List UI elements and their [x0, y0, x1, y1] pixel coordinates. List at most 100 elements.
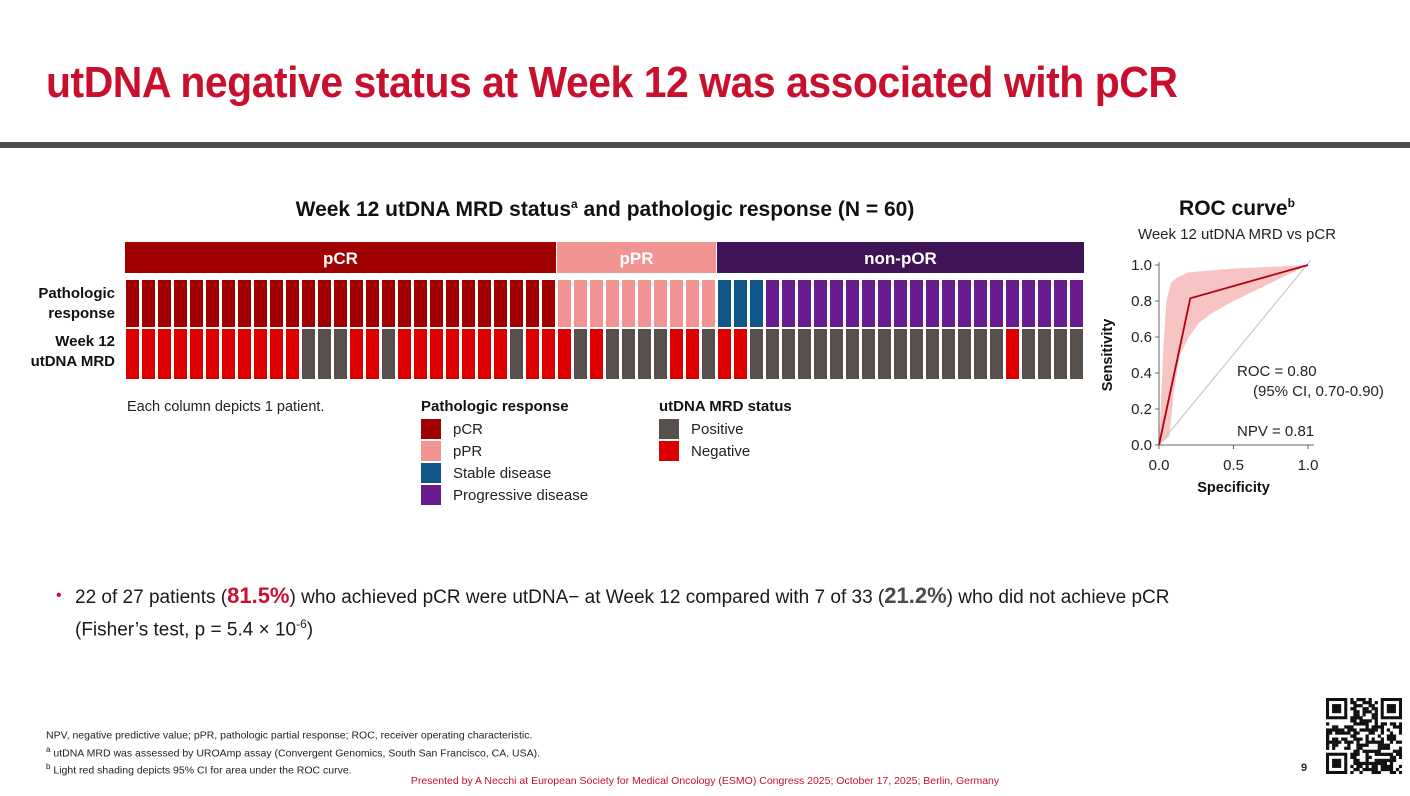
cell-pathologic-20 — [430, 280, 443, 327]
legend-item-N: Negative — [659, 440, 792, 462]
cell-mrd-44 — [814, 329, 827, 379]
cell-mrd-21 — [446, 329, 459, 379]
qr-module — [1362, 767, 1366, 772]
qr-module — [1329, 740, 1333, 744]
qr-module — [1365, 728, 1369, 732]
cell-mrd-9 — [254, 329, 267, 379]
qr-module — [1353, 755, 1357, 759]
cell-mrd-47 — [862, 329, 875, 379]
qr-module — [1389, 764, 1394, 769]
qr-module — [1374, 764, 1378, 769]
legend-title: utDNA MRD status — [659, 398, 792, 415]
cell-mrd-28 — [558, 329, 571, 379]
heatmap-title-text: Week 12 utDNA MRD status — [295, 198, 572, 221]
qr-module — [1383, 743, 1387, 747]
qr-module — [1389, 758, 1394, 763]
cell-pathologic-37 — [702, 280, 715, 327]
qr-module — [1359, 698, 1363, 702]
cell-pathologic-21 — [446, 280, 459, 327]
cell-pathologic-43 — [798, 280, 811, 327]
qr-module — [1395, 749, 1400, 753]
qr-module — [1356, 740, 1360, 744]
qr-module — [1380, 767, 1384, 772]
qr-module — [1371, 707, 1375, 711]
cell-mrd-6 — [206, 329, 219, 379]
qr-module — [1332, 728, 1336, 732]
cell-mrd-29 — [574, 329, 587, 379]
legend-swatch — [659, 441, 679, 461]
cell-pathologic-55 — [990, 280, 1003, 327]
qr-module — [1380, 740, 1384, 744]
qr-module — [1332, 725, 1336, 729]
qr-module — [1359, 770, 1363, 774]
qr-module — [1380, 722, 1384, 726]
qr-module — [1374, 719, 1378, 723]
highlight-pcr-percent: 81.5% — [227, 583, 290, 608]
qr-module — [1389, 740, 1394, 744]
qr-module — [1371, 737, 1375, 741]
qr-module — [1353, 758, 1357, 763]
qr-module — [1356, 764, 1360, 769]
qr-finder-core — [1386, 704, 1396, 714]
row-label-line: utDNA MRD — [30, 353, 115, 370]
qr-module — [1347, 728, 1351, 732]
cell-pathologic-19 — [414, 280, 427, 327]
qr-module — [1398, 764, 1402, 769]
row-label-line: response — [48, 305, 115, 322]
cell-mrd-35 — [670, 329, 683, 379]
qr-module — [1380, 752, 1384, 756]
qr-module — [1398, 728, 1402, 732]
qr-module — [1356, 737, 1360, 741]
qr-module — [1332, 743, 1336, 747]
qr-module — [1347, 725, 1351, 729]
qr-module — [1347, 731, 1351, 735]
cell-mrd-25 — [510, 329, 523, 379]
qr-module — [1377, 758, 1381, 763]
cell-pathologic-3 — [158, 280, 171, 327]
qr-module — [1383, 764, 1387, 769]
qr-module — [1374, 701, 1378, 705]
roc-ci-band — [1159, 265, 1308, 445]
qr-code-icon[interactable] — [1326, 698, 1402, 774]
footnote-text: Light red shading depicts 95% CI for are… — [50, 764, 352, 777]
qr-module — [1353, 704, 1357, 708]
title-divider — [0, 142, 1410, 148]
qr-module — [1368, 698, 1372, 702]
qr-module — [1326, 722, 1330, 726]
qr-module — [1353, 716, 1357, 720]
qr-module — [1353, 707, 1357, 711]
roc-annotation: ROC = 0.80 — [1237, 363, 1317, 380]
slide-title: utDNA negative status at Week 12 was ass… — [46, 58, 1178, 107]
cell-pathologic-56 — [1006, 280, 1019, 327]
cell-mrd-17 — [382, 329, 395, 379]
cell-pathologic-31 — [606, 280, 619, 327]
footnote: a utDNA MRD was assessed by UROAmp assay… — [46, 743, 540, 761]
cell-mrd-43 — [798, 329, 811, 379]
cell-mrd-38 — [718, 329, 731, 379]
cell-mrd-15 — [350, 329, 363, 379]
qr-module — [1353, 734, 1357, 738]
qr-module — [1347, 740, 1351, 744]
qr-module — [1371, 767, 1375, 772]
qr-module — [1398, 740, 1402, 744]
qr-module — [1326, 737, 1330, 741]
cell-mrd-34 — [654, 329, 667, 379]
cell-pathologic-34 — [654, 280, 667, 327]
y-tick-label: 0.4 — [1131, 365, 1152, 382]
cell-mrd-1 — [126, 329, 139, 379]
roc-curve-line — [1158, 264, 1309, 446]
qr-module — [1344, 725, 1348, 729]
qr-module — [1353, 749, 1357, 753]
qr-module — [1365, 752, 1369, 756]
y-axis-label: Sensitivity — [1100, 319, 1116, 392]
group-header-label: pCR — [323, 249, 358, 268]
cell-pathologic-39 — [734, 280, 747, 327]
qr-module — [1365, 755, 1369, 759]
qr-module — [1353, 713, 1357, 717]
qr-module — [1380, 761, 1384, 766]
qr-module — [1374, 770, 1378, 774]
cell-pathologic-29 — [574, 280, 587, 327]
legend-swatch — [421, 419, 441, 439]
qr-module — [1350, 707, 1354, 711]
cell-mrd-51 — [926, 329, 939, 379]
